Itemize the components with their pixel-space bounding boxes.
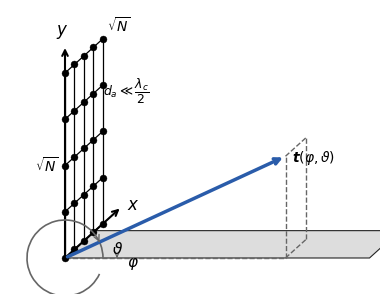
Text: $x$: $x$ xyxy=(127,196,139,214)
Text: $d_a \ll \dfrac{\lambda_c}{2}$: $d_a \ll \dfrac{\lambda_c}{2}$ xyxy=(103,77,149,106)
Text: $\sqrt{N}$: $\sqrt{N}$ xyxy=(107,16,130,35)
Text: $\boldsymbol{t}(\varphi, \vartheta)$: $\boldsymbol{t}(\varphi, \vartheta)$ xyxy=(291,149,335,167)
Text: $y$: $y$ xyxy=(56,23,68,41)
Text: $\sqrt{N}$: $\sqrt{N}$ xyxy=(35,156,59,175)
Text: $\vartheta$: $\vartheta$ xyxy=(112,240,123,257)
Polygon shape xyxy=(65,230,380,258)
Text: $\varphi$: $\varphi$ xyxy=(127,256,139,272)
